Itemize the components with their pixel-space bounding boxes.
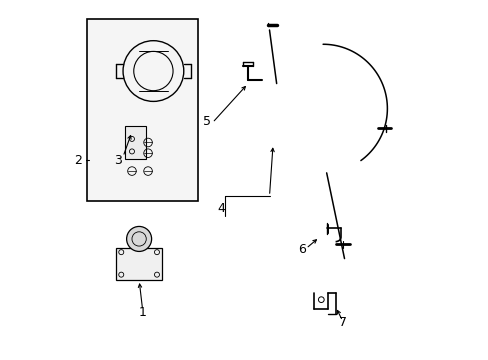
Text: 2: 2 <box>74 154 82 167</box>
Text: 7: 7 <box>338 316 346 329</box>
Text: 5: 5 <box>203 114 210 127</box>
Text: 4: 4 <box>217 202 225 215</box>
Circle shape <box>126 226 151 251</box>
Bar <box>87 19 198 202</box>
Bar <box>116 248 162 280</box>
Text: 6: 6 <box>297 243 305 256</box>
Text: 3: 3 <box>114 154 122 167</box>
Text: 1: 1 <box>139 306 146 319</box>
Bar <box>124 126 146 158</box>
